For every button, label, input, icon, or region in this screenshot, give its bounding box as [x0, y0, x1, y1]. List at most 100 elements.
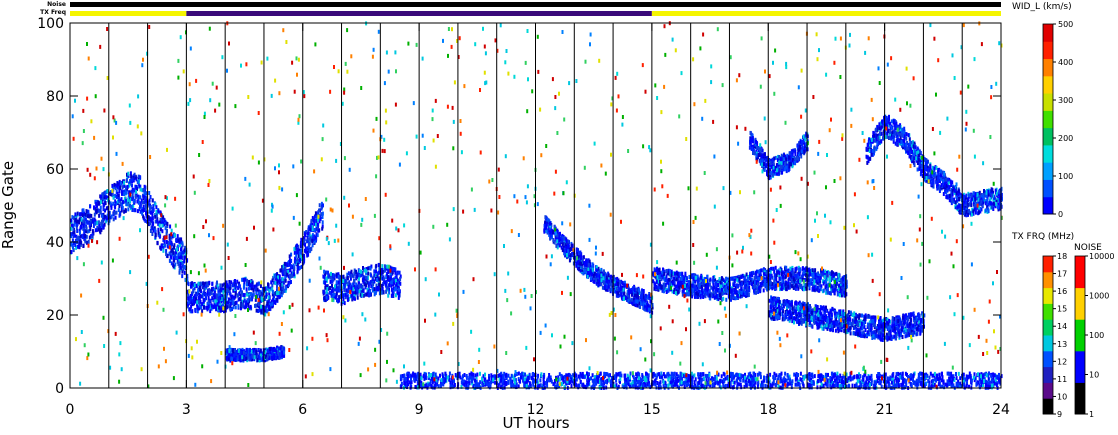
data-point: [145, 211, 147, 216]
data-point: [78, 228, 81, 233]
noise-strip: [70, 2, 1001, 7]
data-point: [354, 290, 357, 295]
data-point: [770, 315, 773, 320]
data-point: [183, 255, 186, 260]
data-point: [121, 206, 124, 210]
data-point: [232, 301, 235, 306]
data-point: [918, 327, 921, 332]
data-point: [128, 183, 131, 188]
data-point: [299, 241, 302, 246]
data-point: [355, 274, 358, 279]
data-point: [878, 322, 880, 326]
data-point: [899, 328, 901, 333]
data-point: [848, 328, 851, 333]
data-point: [159, 210, 162, 215]
data-point: [327, 274, 330, 279]
data-point: [900, 333, 903, 338]
data-point: [579, 250, 582, 255]
data-point: [321, 211, 324, 216]
data-point: [245, 304, 247, 309]
data-point: [321, 220, 324, 225]
data-point: [812, 275, 815, 280]
data-point: [386, 285, 389, 290]
data-point: [585, 263, 588, 268]
data-point: [308, 226, 311, 231]
status-strips: Noise TX Freq: [40, 1, 1001, 16]
data-point: [752, 280, 755, 285]
data-point: [561, 242, 564, 247]
data-point: [394, 293, 397, 298]
data-point: [727, 285, 730, 289]
data-point: [781, 312, 784, 317]
data-point: [868, 332, 870, 337]
data-point: [216, 293, 218, 298]
data-point: [605, 287, 608, 292]
data-point: [676, 272, 679, 277]
data-point: [95, 204, 98, 209]
data-point: [350, 293, 353, 298]
data-point: [578, 255, 581, 260]
data-point: [347, 285, 350, 289]
data-point: [822, 281, 825, 286]
data-point: [254, 297, 257, 302]
data-point: [826, 288, 829, 293]
data-point: [768, 298, 771, 303]
data-point: [162, 215, 165, 220]
data-point: [112, 201, 115, 206]
data-point: [697, 292, 700, 297]
data-point: [108, 218, 111, 223]
data-point: [681, 273, 684, 278]
data-point: [907, 331, 910, 336]
data-point: [665, 290, 668, 294]
data-point: [89, 227, 92, 231]
data-point: [790, 311, 793, 316]
data-point: [70, 218, 73, 223]
data-point: [265, 294, 267, 299]
data-point: [661, 288, 664, 293]
data-point: [368, 265, 371, 270]
data-point: [544, 220, 547, 225]
data-point: [618, 280, 621, 284]
data-point: [617, 282, 619, 287]
data-point: [208, 291, 211, 296]
data-point: [591, 267, 594, 272]
data-point: [614, 277, 617, 282]
data-point: [142, 188, 145, 193]
data-point: [315, 219, 318, 223]
data-point: [825, 279, 827, 284]
data-point: [210, 291, 213, 296]
data-point: [637, 296, 640, 300]
data-point: [600, 281, 603, 286]
data-point: [150, 217, 153, 222]
data-point: [670, 275, 673, 280]
data-point: [225, 297, 228, 302]
data-point: [716, 280, 719, 284]
data-point: [777, 270, 780, 275]
data-point: [785, 269, 788, 274]
data-point: [685, 283, 688, 288]
data-point: [549, 230, 552, 235]
data-point: [343, 288, 346, 292]
data-point: [176, 255, 179, 260]
data-point: [843, 276, 846, 281]
data-point: [152, 207, 155, 212]
data-point: [162, 222, 165, 227]
data-point: [684, 274, 687, 279]
data-point: [917, 323, 920, 328]
data-point: [681, 271, 684, 276]
data-point: [644, 307, 647, 312]
data-point: [186, 273, 189, 278]
data-point: [770, 303, 773, 307]
data-point: [552, 238, 555, 242]
data-point: [102, 207, 105, 212]
data-point: [837, 292, 840, 296]
data-point: [625, 296, 627, 301]
data-point: [169, 224, 172, 229]
data-point: [834, 320, 837, 325]
data-point: [131, 183, 133, 188]
data-point: [809, 318, 812, 323]
data-point: [137, 181, 140, 186]
data-point: [355, 270, 357, 274]
data-point: [735, 295, 738, 300]
data-point: [789, 303, 792, 307]
